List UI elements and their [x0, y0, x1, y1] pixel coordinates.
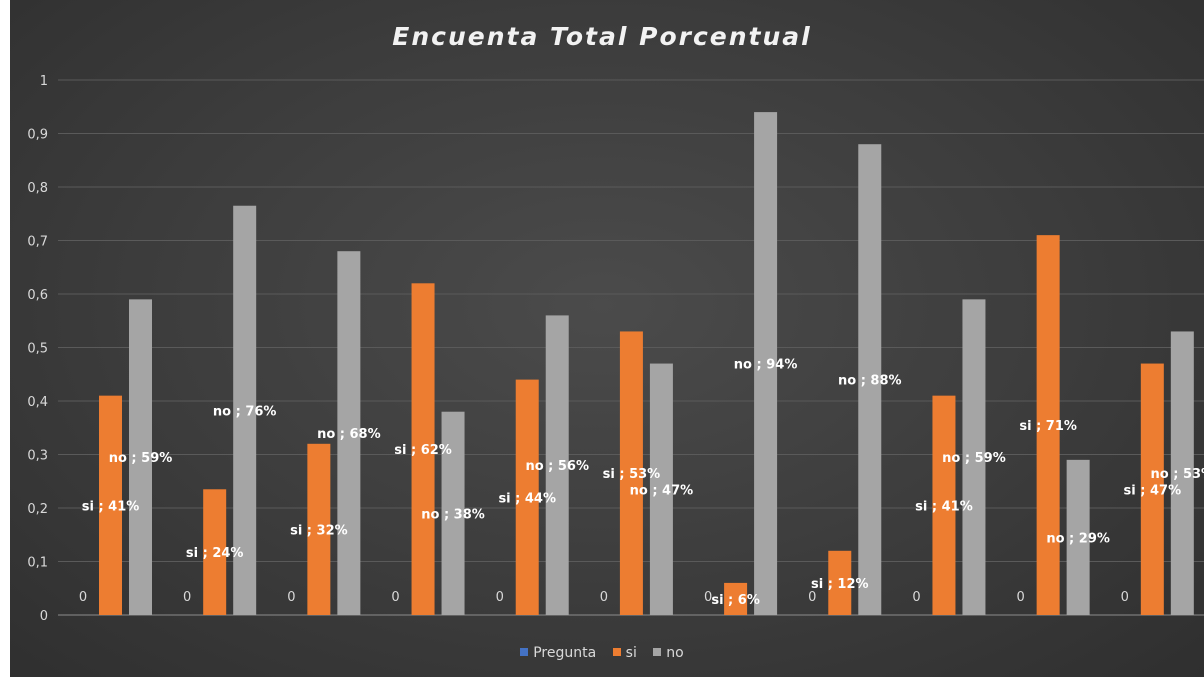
bar-no [962, 299, 986, 615]
legend-label-no: no [666, 645, 684, 661]
bar-si [724, 582, 748, 615]
data-label-pregunta: 0 [391, 590, 399, 605]
legend-swatch-no [653, 648, 662, 656]
y-tick-label: 0,8 [27, 181, 48, 196]
bar-si [619, 331, 643, 615]
y-tick-label: 0,3 [27, 449, 48, 464]
bar-no [649, 363, 673, 615]
data-label-pregunta: 0 [808, 590, 816, 605]
legend-swatch-si [612, 648, 621, 656]
bar-no [1170, 331, 1194, 615]
data-label-pregunta: 0 [287, 590, 295, 605]
data-label-no: no ; 47% [630, 483, 694, 498]
y-tick-label: 0,9 [27, 128, 48, 143]
data-label-no: no ; 56% [525, 459, 589, 474]
data-label-si: si ; 12% [811, 577, 869, 592]
y-tick-label: 0,4 [27, 395, 48, 410]
bar-no [1066, 459, 1090, 615]
bar-no [441, 411, 465, 615]
legend-label-pregunta: Pregunta [533, 645, 597, 661]
data-label-si: si ; 41% [82, 499, 140, 514]
bar-si [1140, 363, 1164, 615]
y-tick-label: 0,1 [27, 556, 48, 571]
y-tick-label: 0 [40, 609, 48, 624]
data-label-no: no ; 59% [109, 451, 173, 466]
data-label-pregunta: 0 [1016, 590, 1024, 605]
data-label-pregunta: 0 [1121, 590, 1129, 605]
legend-swatch-pregunta [520, 648, 529, 656]
data-label-si: si ; 41% [915, 499, 973, 514]
left-edge-strip [0, 0, 10, 677]
data-label-si: si ; 6% [711, 593, 760, 608]
bar-si [307, 443, 331, 615]
data-label-no: no ; 29% [1046, 531, 1110, 546]
bar-no [545, 315, 569, 615]
data-label-no: no ; 59% [942, 451, 1006, 466]
data-label-pregunta: 0 [496, 590, 504, 605]
bar-no [754, 112, 778, 615]
legend-item-no: no [653, 645, 684, 661]
data-label-no: no ; 76% [213, 404, 277, 419]
legend: Pregunta si no [0, 645, 1204, 661]
bar-si [828, 550, 852, 615]
bar-si [1036, 235, 1060, 615]
y-tick-label: 0,7 [27, 235, 48, 250]
data-label-no: no ; 53% [1151, 467, 1204, 482]
data-label-pregunta: 0 [912, 590, 920, 605]
bar-si [99, 395, 122, 615]
data-label-pregunta: 0 [600, 590, 608, 605]
data-label-si: si ; 32% [290, 523, 348, 538]
data-label-si: si ; 47% [1124, 483, 1182, 498]
data-label-pregunta: 0 [183, 590, 191, 605]
bar-no [233, 205, 257, 615]
bar-no [337, 251, 361, 615]
data-label-si: si ; 44% [498, 491, 556, 506]
bar-si [515, 379, 539, 615]
y-tick-label: 0,2 [27, 502, 48, 517]
data-label-pregunta: 0 [79, 590, 87, 605]
bar-no [858, 144, 882, 615]
chart-title: Encuenta Total Porcentual [392, 22, 812, 51]
legend-item-si: si [612, 645, 637, 661]
data-label-no: no ; 94% [734, 358, 798, 373]
data-label-no: no ; 68% [317, 427, 381, 442]
y-tick-label: 0,6 [27, 288, 48, 303]
data-label-si: si ; 24% [186, 546, 244, 561]
bar-si [411, 283, 435, 615]
y-tick-label: 0,5 [27, 342, 48, 357]
data-label-no: no ; 38% [421, 507, 485, 522]
data-label-si: si ; 53% [603, 467, 661, 482]
data-label-pregunta: 0 [704, 590, 712, 605]
bar-si [932, 395, 956, 615]
bar-no [129, 299, 152, 615]
legend-item-pregunta: Pregunta [520, 645, 596, 661]
legend-label-si: si [625, 645, 637, 661]
bar-si [203, 489, 227, 615]
data-label-si: si ; 71% [1019, 419, 1077, 434]
y-tick-label: 1 [40, 74, 48, 89]
data-label-si: si ; 62% [394, 443, 452, 458]
data-label-no: no ; 88% [838, 374, 902, 389]
